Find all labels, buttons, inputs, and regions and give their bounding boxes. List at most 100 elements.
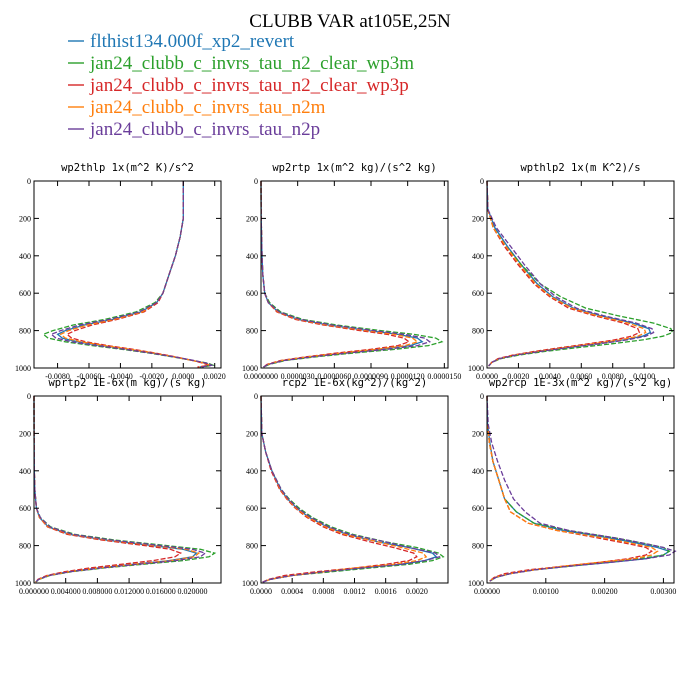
y-tick-label: 0 [27, 177, 31, 186]
x-tick-label: -0.0060 [77, 372, 102, 381]
legend-label: flthist134.000f_xp2_revert [90, 31, 295, 52]
y-tick-label: 600 [246, 289, 258, 298]
x-tick-label: 0.016000 [146, 587, 176, 596]
y-tick-label: 1000 [15, 364, 31, 373]
y-tick-label: 200 [472, 214, 484, 223]
series-line [33, 395, 183, 583]
series-line [65, 181, 211, 368]
series-line [260, 395, 445, 583]
series-line [260, 395, 441, 583]
legend-label: jan24_clubb_c_invrs_tau_n2_clear_wp3m [89, 53, 414, 74]
panel-title: wpthlp2 1x(m K^2)/s [520, 162, 640, 174]
x-tick-label: 0.0080 [602, 372, 624, 381]
x-tick-label: 0.0020 [406, 587, 428, 596]
plot-frame [260, 180, 449, 369]
series-line [486, 180, 641, 367]
y-tick-label: 1000 [242, 364, 258, 373]
y-tick-label: 1000 [468, 579, 484, 588]
y-tick-label: 0 [254, 177, 258, 186]
legend-entry: jan24_clubb_c_invrs_tau_n2m [68, 97, 326, 118]
series-line [260, 180, 419, 368]
y-tick-label: 0 [480, 392, 484, 401]
series-line [56, 181, 213, 368]
x-tick-label: -0.0040 [108, 372, 133, 381]
panel-1: wp2thlp 1x(m^2 K)/s^2 0 200 400 600 800 1000 -0… [15, 162, 226, 381]
series-line [260, 395, 418, 583]
x-tick-label: 0.0100 [633, 372, 655, 381]
legend-entry: jan24_clubb_c_invrs_tau_n2_clear_wp3m [68, 53, 414, 74]
panel-title: wp2rcp 1E-3x(m^2 kg)/(s^2 kg) [489, 377, 672, 389]
series-line [486, 395, 677, 582]
y-tick-label: 600 [246, 504, 258, 513]
y-tick-label: 200 [246, 214, 258, 223]
legend-entry: jan24_clubb_c_invrs_tau_n2p [68, 119, 320, 140]
y-tick-label: 400 [472, 467, 484, 476]
y-tick-label: 800 [472, 327, 484, 336]
plot-frame [33, 180, 222, 369]
panel-5: rcp2 1E-6x(kg^2)/(kg^2) 0 200 400 600 800 1000… [242, 377, 449, 596]
series-line [59, 181, 213, 368]
series-line [486, 395, 671, 582]
y-tick-label: 200 [19, 429, 31, 438]
x-tick-label: 0.008000 [82, 587, 112, 596]
legend: flthist134.000f_xp2_revertjan24_clubb_c_… [68, 31, 414, 140]
x-tick-label: 0.0020 [507, 372, 529, 381]
y-tick-label: 800 [19, 327, 31, 336]
y-tick-label: 1000 [468, 364, 484, 373]
legend-entry: flthist134.000f_xp2_revert [68, 31, 295, 52]
x-tick-label: 0.020000 [177, 587, 207, 596]
x-tick-label: -0.0020 [140, 372, 165, 381]
x-tick-label: 0.0016 [375, 587, 397, 596]
y-tick-label: 600 [19, 504, 31, 513]
y-tick-label: 0 [480, 177, 484, 186]
x-tick-label: 0.0004 [281, 587, 303, 596]
y-tick-label: 200 [19, 214, 31, 223]
x-tick-label: 0.0000 [172, 372, 194, 381]
y-tick-label: 1000 [242, 579, 258, 588]
series-line [486, 180, 674, 367]
x-tick-label: 0.00300 [650, 587, 676, 596]
legend-label: jan24_clubb_c_invrs_tau_n2_clear_wp3p [89, 75, 409, 96]
y-tick-label: 600 [472, 289, 484, 298]
x-tick-label: 0.0000090 [354, 372, 388, 381]
y-tick-label: 400 [19, 252, 31, 261]
legend-entry: jan24_clubb_c_invrs_tau_n2_clear_wp3p [68, 75, 409, 96]
x-tick-label: 0.0000 [476, 372, 498, 381]
plot-frame [260, 395, 449, 584]
x-tick-label: 0.00000 [474, 587, 500, 596]
y-tick-label: 800 [246, 542, 258, 551]
series-line [260, 180, 432, 368]
x-tick-label: -0.0080 [45, 372, 70, 381]
series-line [33, 395, 201, 583]
panels: wp2thlp 1x(m^2 K)/s^2 0 200 400 600 800 1000 -0… [15, 162, 677, 596]
y-tick-label: 0 [254, 392, 258, 401]
series-line [33, 395, 207, 583]
y-tick-label: 200 [472, 429, 484, 438]
x-tick-label: 0.0060 [570, 372, 592, 381]
legend-label: jan24_clubb_c_invrs_tau_n2m [89, 97, 326, 118]
y-tick-label: 600 [472, 504, 484, 513]
y-tick-label: 800 [246, 327, 258, 336]
plot-frame [486, 180, 675, 369]
x-tick-label: 0.0020 [204, 372, 226, 381]
x-tick-label: 0.0000150 [427, 372, 461, 381]
panel-3: wpthlp2 1x(m K^2)/s020040060080010000.00… [468, 162, 675, 381]
x-tick-label: 0.0012 [344, 587, 366, 596]
y-tick-label: 400 [246, 467, 258, 476]
y-tick-label: 0 [27, 392, 31, 401]
panel-title: wp2rtp 1x(m^2 kg)/(s^2 kg) [272, 162, 436, 174]
x-tick-label: 0.0000060 [317, 372, 351, 381]
x-tick-label: 0.0008 [312, 587, 334, 596]
x-tick-label: 0.004000 [51, 587, 81, 596]
x-tick-label: 0.000000 [19, 587, 49, 596]
y-tick-label: 200 [246, 429, 258, 438]
panel-2: wp2rtp 1x(m^2 kg)/(s^2 kg) 0 200 400 600 800 1… [242, 162, 461, 381]
y-tick-label: 600 [19, 289, 31, 298]
series-line [260, 180, 411, 368]
panel-title: wprtp2 1E-6x(m kg)/(s kg) [48, 377, 206, 389]
y-tick-label: 400 [19, 467, 31, 476]
panel-title: rcp2 1E-6x(kg^2)/(kg^2) [282, 377, 427, 389]
x-tick-label: 0.0040 [539, 372, 561, 381]
panel-title: wp2thlp 1x(m^2 K)/s^2 [61, 162, 194, 174]
plot-frame [486, 395, 675, 584]
